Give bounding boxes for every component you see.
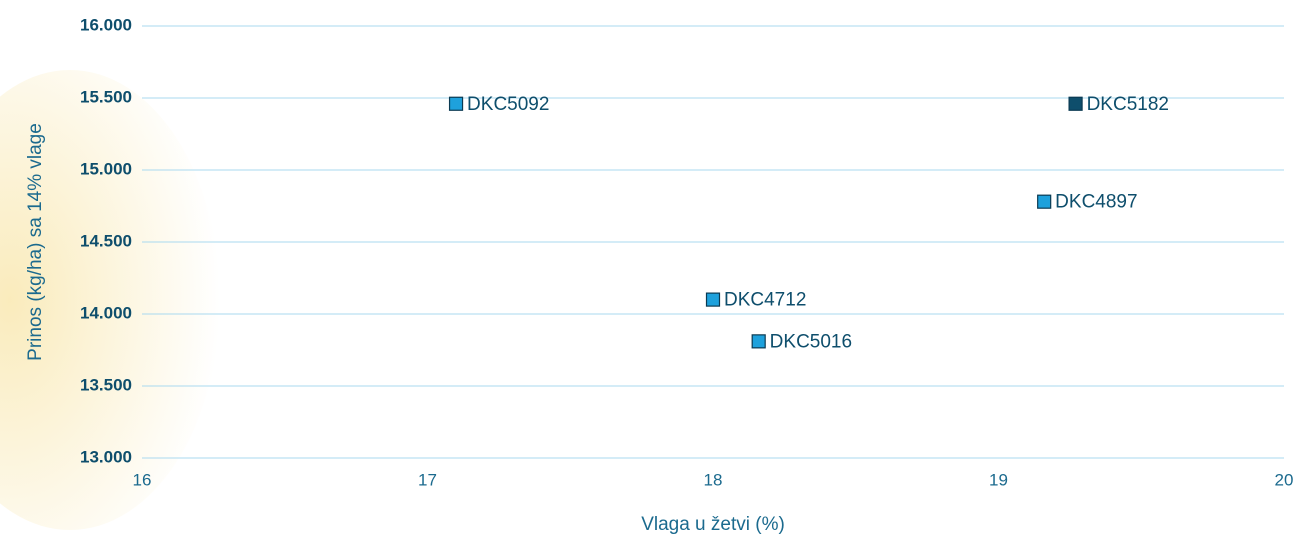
x-tick-label: 19 xyxy=(989,470,1008,489)
x-tick-label: 16 xyxy=(133,470,152,489)
point-label: DKC5182 xyxy=(1087,94,1169,115)
point-label: DKC4897 xyxy=(1055,192,1137,213)
y-tick-label: 14.500 xyxy=(80,231,132,250)
background-decoration xyxy=(0,70,220,530)
y-tick-label: 15.000 xyxy=(80,159,132,178)
y-axis-label: Prinos (kg/ha) sa 14% vlage xyxy=(25,123,46,361)
point xyxy=(448,96,464,111)
y-tick-label: 16.000 xyxy=(80,15,132,34)
point xyxy=(705,292,721,307)
x-axis-label: Vlaga u žetvi (%) xyxy=(641,514,785,535)
y-tick-label: 14.000 xyxy=(80,303,132,322)
y-tick-label: 13.000 xyxy=(80,447,132,466)
point-label: DKC4712 xyxy=(724,290,806,311)
point xyxy=(751,334,766,349)
point-label: DKC5016 xyxy=(770,331,852,352)
y-tick-label: 13.500 xyxy=(80,375,132,394)
point xyxy=(1068,96,1083,111)
x-tick-label: 20 xyxy=(1275,470,1294,489)
point-label: DKC5092 xyxy=(467,94,549,115)
y-tick-label: 15.500 xyxy=(80,87,132,106)
x-tick-label: 18 xyxy=(704,470,723,489)
point xyxy=(1037,194,1052,209)
x-tick-label: 17 xyxy=(418,470,437,489)
